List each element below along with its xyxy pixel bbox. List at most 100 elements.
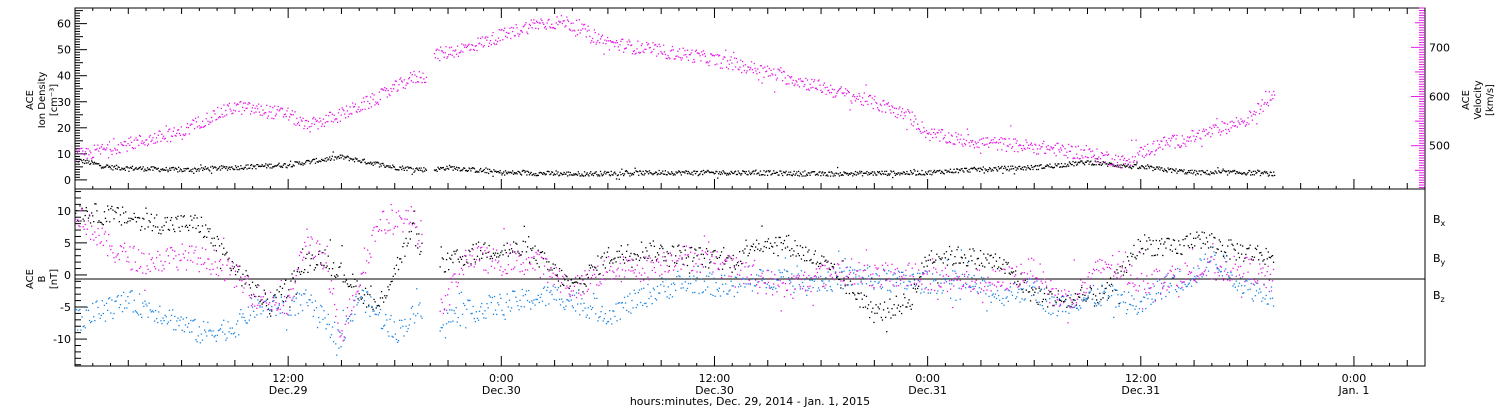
velocity-point <box>269 105 271 108</box>
velocity-point <box>227 105 230 107</box>
by-point <box>416 288 418 290</box>
velocity-point <box>400 77 402 79</box>
density-point <box>553 173 555 175</box>
bx-point <box>318 253 320 255</box>
density-point <box>1267 175 1270 177</box>
density-point <box>307 159 309 162</box>
velocity-point <box>677 50 679 52</box>
velocity-point <box>1078 158 1080 160</box>
by-point <box>314 300 317 302</box>
density-point <box>958 169 960 171</box>
bx-point <box>796 245 798 247</box>
density-point <box>1083 162 1085 165</box>
bx-point <box>1261 254 1263 256</box>
velocity-point <box>897 113 899 116</box>
bx-point <box>326 265 328 267</box>
bx-point <box>1238 256 1241 259</box>
bx-point <box>92 215 94 217</box>
density-point <box>424 168 427 170</box>
density-point <box>1155 168 1157 170</box>
velocity-point <box>800 80 802 82</box>
velocity-point <box>424 81 426 84</box>
bx-point <box>743 252 745 254</box>
by-point <box>697 265 699 267</box>
by-point <box>392 336 394 338</box>
density-point <box>1060 166 1062 168</box>
velocity-point <box>477 37 479 39</box>
by-point <box>743 278 745 280</box>
velocity-point <box>533 19 535 21</box>
velocity-point <box>885 111 887 113</box>
by-point <box>845 275 847 278</box>
density-point <box>1247 171 1249 174</box>
velocity-point <box>610 41 612 43</box>
density-point <box>718 173 720 175</box>
density-point <box>701 170 703 172</box>
bx-point <box>297 267 300 269</box>
bx-point <box>214 244 216 247</box>
velocity-point <box>882 100 884 102</box>
density-point <box>1234 169 1236 172</box>
bx-point <box>837 276 839 278</box>
bx-point <box>292 277 294 279</box>
velocity-point <box>1114 159 1116 161</box>
by-point <box>878 281 880 283</box>
bx-point <box>341 245 343 247</box>
by-point <box>497 302 499 304</box>
by-point <box>126 307 128 309</box>
velocity-point <box>1193 135 1195 137</box>
by-point <box>289 309 291 311</box>
density-point <box>993 167 995 169</box>
bx-point <box>461 255 464 258</box>
velocity-point <box>1139 147 1142 149</box>
velocity-point <box>1060 149 1063 151</box>
density-point <box>1211 172 1214 174</box>
by-point <box>296 292 298 294</box>
density-point <box>368 162 370 164</box>
density-point <box>845 172 847 174</box>
density-point <box>686 173 689 175</box>
bx-point <box>514 251 516 253</box>
velocity-point <box>1082 157 1084 159</box>
density-point <box>525 170 527 172</box>
density-point <box>263 165 265 168</box>
density-point <box>1205 173 1207 175</box>
velocity-point <box>142 143 144 145</box>
by-point <box>507 306 509 308</box>
velocity-point <box>543 23 545 25</box>
velocity-point <box>514 35 516 37</box>
density-point <box>344 156 346 158</box>
velocity-point <box>478 43 480 45</box>
bx-point <box>1227 245 1229 247</box>
bx-point <box>88 215 91 217</box>
density-point <box>1038 165 1040 167</box>
by-point <box>799 288 801 290</box>
by-point <box>80 329 82 331</box>
bx-point <box>829 269 831 271</box>
velocity-point <box>148 136 150 138</box>
density-tick-label: 30 <box>57 96 71 109</box>
density-point <box>418 167 420 169</box>
by-point <box>543 286 546 288</box>
density-point <box>597 175 599 177</box>
bx-point <box>82 218 84 220</box>
bx-point <box>809 259 811 262</box>
density-point <box>615 173 617 175</box>
density-point <box>261 164 263 166</box>
velocity-point <box>224 115 226 117</box>
bx-point <box>342 281 344 283</box>
by-point <box>481 302 483 305</box>
density-point <box>319 160 321 162</box>
bx-point <box>1243 260 1245 262</box>
density-point <box>323 160 325 162</box>
density-point <box>651 173 653 175</box>
bx-point <box>75 212 77 214</box>
bx-point <box>860 292 862 294</box>
velocity-point <box>770 69 772 71</box>
by-point <box>471 312 473 315</box>
density-point <box>486 172 488 174</box>
density-point <box>114 165 116 167</box>
bx-point <box>619 256 621 258</box>
by-point <box>684 281 686 283</box>
velocity-point <box>496 40 499 43</box>
